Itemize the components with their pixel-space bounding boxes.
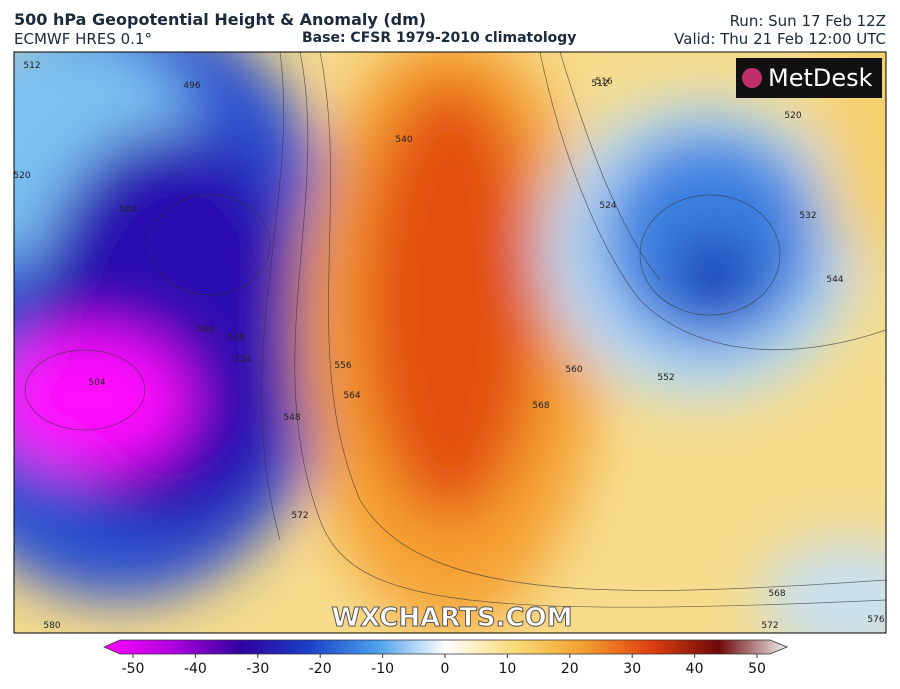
- map-frame: [13, 51, 887, 634]
- contour-label: 544: [826, 275, 843, 285]
- contour-label: 504: [88, 378, 105, 388]
- colorbar-tick-label: 10: [498, 661, 516, 677]
- contour-label: 512: [591, 79, 608, 89]
- colorbar-tick-label: 20: [561, 661, 579, 677]
- contour-label: 516: [595, 77, 612, 87]
- contour-label: 540: [395, 135, 412, 145]
- contour-label: 532: [799, 211, 816, 221]
- title: 500 hPa Geopotential Height & Anomaly (d…: [14, 10, 427, 29]
- colorbar-tick-label: 40: [686, 661, 704, 677]
- contour-label: 572: [291, 511, 308, 521]
- base: Base: CFSR 1979-2010 climatology: [302, 30, 577, 46]
- contour-label: 520: [13, 171, 30, 181]
- contour-label: 580: [43, 621, 60, 631]
- contour-label: 560: [565, 365, 582, 375]
- contour-label: 504: [119, 205, 136, 215]
- contour-label: 552: [657, 373, 674, 383]
- valid: Valid: Thu 21 Feb 12:00 UTC: [674, 30, 886, 48]
- watermark: WXCHARTS.COM: [331, 603, 572, 633]
- contour-label: 568: [532, 401, 549, 411]
- contour-label: 512: [23, 61, 40, 71]
- logo-icon: [742, 68, 762, 88]
- colorbar-tick-label: 30: [623, 661, 641, 677]
- run: Run: Sun 17 Feb 12Z: [729, 12, 886, 30]
- contour-label: 548: [283, 413, 300, 423]
- colorbar: [103, 639, 789, 655]
- contour-label: 520: [784, 111, 801, 121]
- anomaly-field: MetDesk WXCHARTS.COM 5124965205045085165…: [13, 52, 886, 633]
- colorbar-tick-label: -30: [246, 661, 269, 677]
- contour-label: 556: [334, 361, 351, 371]
- contour-label: 564: [343, 391, 360, 401]
- colorbar-tick-label: -20: [309, 661, 332, 677]
- colorbar-tick-label: 0: [441, 661, 450, 677]
- contour-label: 508: [197, 325, 214, 335]
- contour-label: 524: [234, 355, 251, 365]
- colorbar-tick-label: -40: [184, 661, 207, 677]
- contour-label: 576: [867, 615, 884, 625]
- contour-label: 572: [761, 621, 778, 631]
- contour-label: 524: [599, 201, 616, 211]
- model: ECMWF HRES 0.1°: [14, 30, 152, 48]
- contour-label: 568: [768, 589, 785, 599]
- colorbar-tick-label: -50: [122, 661, 145, 677]
- logo: MetDesk: [768, 64, 873, 92]
- contour-label: 496: [183, 81, 200, 91]
- contour-label: 516: [227, 333, 244, 343]
- colorbar-tick-label: -10: [371, 661, 394, 677]
- colorbar-tick-label: 50: [748, 661, 766, 677]
